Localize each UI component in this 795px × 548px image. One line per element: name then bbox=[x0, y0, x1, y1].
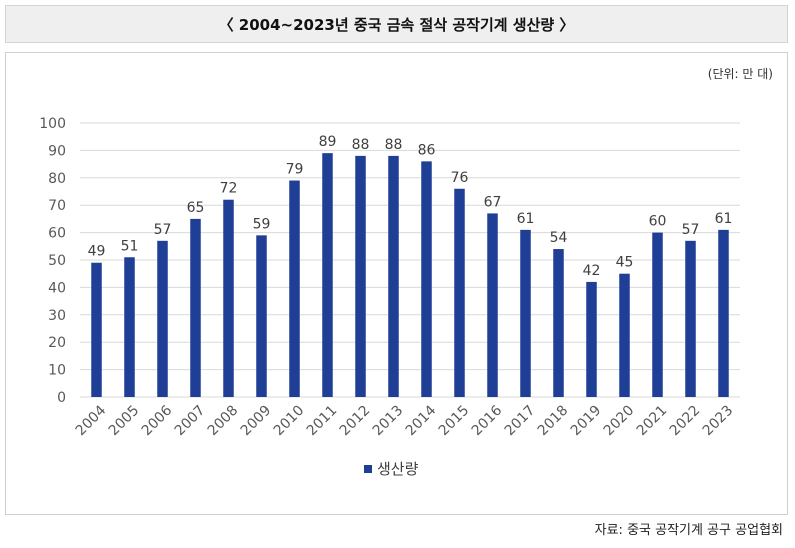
bar bbox=[454, 188, 465, 397]
data-label: 67 bbox=[484, 194, 502, 210]
x-tick-label: 2015 bbox=[436, 403, 473, 440]
data-label: 54 bbox=[550, 230, 568, 246]
x-tick-label: 2018 bbox=[535, 403, 572, 440]
data-label: 86 bbox=[418, 142, 436, 158]
bar bbox=[487, 213, 498, 397]
data-label: 60 bbox=[649, 214, 667, 230]
x-tick-label: 2023 bbox=[700, 403, 737, 440]
x-tick-label: 2014 bbox=[403, 402, 440, 439]
y-tick-label: 40 bbox=[48, 280, 66, 296]
bar bbox=[718, 229, 729, 397]
chart-title-bar: 〈 2004~2023년 중국 금속 절삭 공작기계 생산량 〉 bbox=[5, 5, 788, 43]
data-label: 61 bbox=[517, 211, 535, 227]
bar bbox=[520, 229, 531, 397]
unit-label: (단위: 만 대) bbox=[707, 67, 773, 81]
data-label: 88 bbox=[352, 137, 370, 153]
legend-swatch bbox=[364, 465, 372, 473]
bar bbox=[289, 180, 300, 397]
source-note: 자료: 중국 공작기계 공구 공업협회 bbox=[594, 523, 783, 538]
data-label: 59 bbox=[253, 216, 271, 232]
y-tick-label: 90 bbox=[48, 143, 66, 159]
x-tick-label: 2009 bbox=[238, 403, 275, 440]
chart-title: 〈 2004~2023년 중국 금속 절삭 공작기계 생산량 〉 bbox=[218, 15, 575, 34]
data-label: 57 bbox=[154, 222, 172, 238]
data-label: 65 bbox=[187, 200, 205, 216]
bar bbox=[421, 161, 432, 397]
x-tick-label: 2019 bbox=[568, 403, 605, 440]
x-tick-label: 2006 bbox=[139, 402, 176, 439]
x-tick-label: 2021 bbox=[634, 403, 671, 440]
data-label: 88 bbox=[385, 137, 403, 153]
data-label: 61 bbox=[715, 211, 733, 227]
bar bbox=[586, 281, 597, 397]
y-tick-label: 0 bbox=[57, 390, 66, 406]
x-tick-label: 2008 bbox=[205, 403, 242, 440]
bar bbox=[322, 153, 333, 397]
y-tick-label: 10 bbox=[48, 363, 66, 379]
bar bbox=[652, 232, 663, 397]
bar bbox=[223, 199, 234, 397]
x-tick-label: 2012 bbox=[337, 403, 374, 440]
y-tick-label: 70 bbox=[48, 198, 66, 214]
x-tick-label: 2005 bbox=[106, 403, 143, 440]
bar bbox=[256, 235, 267, 397]
bar bbox=[553, 249, 564, 397]
bar bbox=[157, 240, 168, 397]
bar bbox=[388, 155, 399, 397]
data-label: 76 bbox=[451, 170, 469, 186]
x-tick-label: 2020 bbox=[601, 403, 638, 440]
x-tick-label: 2011 bbox=[304, 403, 341, 440]
x-tick-label: 2010 bbox=[271, 403, 308, 440]
y-tick-label: 80 bbox=[48, 171, 66, 187]
data-label: 72 bbox=[220, 181, 238, 197]
data-label: 89 bbox=[319, 134, 337, 150]
bar bbox=[190, 218, 201, 397]
legend-label: 생산량 bbox=[377, 460, 419, 478]
data-label: 57 bbox=[682, 222, 700, 238]
y-tick-label: 60 bbox=[48, 226, 66, 242]
data-label: 42 bbox=[583, 263, 601, 279]
x-tick-label: 2004 bbox=[73, 402, 110, 439]
data-label: 79 bbox=[286, 162, 304, 178]
bar bbox=[124, 257, 135, 397]
bar bbox=[685, 240, 696, 397]
data-label: 51 bbox=[121, 238, 139, 254]
x-tick-label: 2007 bbox=[172, 403, 209, 440]
bar bbox=[619, 273, 630, 397]
x-tick-label: 2016 bbox=[469, 402, 506, 439]
x-tick-label: 2017 bbox=[502, 403, 539, 440]
y-tick-label: 30 bbox=[48, 308, 66, 324]
y-tick-label: 20 bbox=[48, 335, 66, 351]
y-tick-label: 100 bbox=[39, 116, 66, 132]
y-tick-label: 50 bbox=[48, 253, 66, 269]
x-tick-label: 2013 bbox=[370, 403, 407, 440]
bar bbox=[91, 262, 102, 397]
bar bbox=[355, 155, 366, 397]
data-label: 45 bbox=[616, 255, 634, 271]
x-tick-label: 2022 bbox=[667, 403, 704, 440]
data-label: 49 bbox=[88, 244, 106, 260]
